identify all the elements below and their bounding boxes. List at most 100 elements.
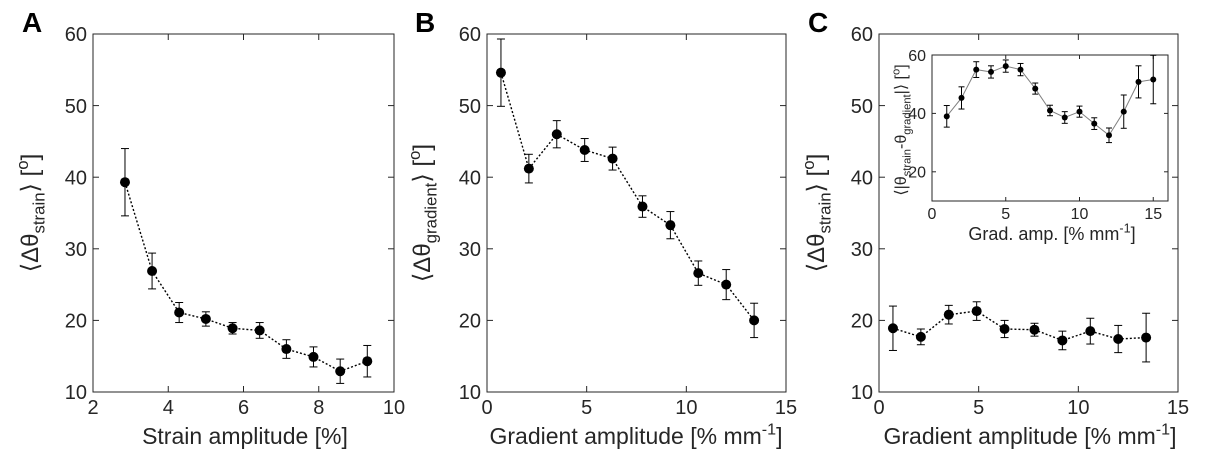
label-part: ]: [803, 154, 830, 161]
panel-letter-C: C: [808, 7, 828, 38]
data-point: [1029, 324, 1040, 335]
data-point: [579, 144, 590, 155]
data-point: [988, 68, 994, 75]
label-part: gradient: [422, 182, 441, 243]
data-point: [1106, 132, 1112, 139]
x-tick-label: 0: [481, 397, 492, 419]
series-line: [892, 310, 1147, 342]
label-part: ⟩ [: [17, 169, 44, 192]
y-tick-label: 50: [65, 96, 87, 118]
label-part: Gradient amplitude [% mm: [884, 423, 1156, 449]
label-part: ⟨|θ: [893, 176, 910, 195]
y-tick-label: 60: [459, 24, 481, 46]
y-tick-label: 20: [851, 311, 873, 333]
data-point: [362, 356, 373, 367]
data-point: [999, 323, 1010, 334]
inset-background: [924, 47, 1172, 233]
x-axis-label: Gradient amplitude [% mm-1]: [884, 420, 1177, 449]
data-point: [1076, 108, 1083, 115]
data-point: [973, 66, 980, 73]
data-point: [637, 201, 648, 212]
y-tick-label: 50: [851, 96, 873, 118]
label-part: strain: [901, 149, 913, 176]
x-tick-label: 10: [1067, 397, 1089, 419]
y-tick-label: 30: [459, 239, 481, 261]
label-part: o: [13, 160, 32, 169]
x-tick-label: 10: [1071, 206, 1089, 223]
data-point: [119, 177, 130, 188]
x-tick-label: 4: [163, 397, 174, 419]
label-part: gradient: [901, 93, 913, 134]
data-point: [1120, 108, 1127, 115]
data-point: [943, 113, 950, 120]
data-point: [1113, 334, 1124, 345]
panel-C-inset: 0 5 10 15 20 40 60: [908, 48, 1169, 223]
data-point: [665, 220, 676, 231]
panel-B: 0 5 10 15 10 20 30 40 50 60: [459, 24, 797, 419]
y-tick-label: 20: [459, 311, 481, 333]
x-tick-label: 5: [973, 397, 984, 419]
data-point: [495, 67, 506, 78]
y-tick-label: 20: [65, 311, 87, 333]
x-tick-label: 5: [1001, 206, 1010, 223]
data-point: [281, 344, 292, 355]
y-tick-label: 40: [65, 167, 87, 189]
y-tick-label: 60: [65, 24, 87, 46]
data-point: [1150, 76, 1157, 83]
data-point: [254, 325, 265, 336]
label-part: ⟨Δθ: [803, 234, 830, 273]
plot-frame: [92, 33, 395, 393]
data-point: [227, 323, 238, 334]
label-part: o: [405, 151, 424, 160]
data-point: [200, 313, 211, 324]
series-line: [124, 182, 368, 373]
label-part: Grad. amp. [% mm: [968, 224, 1119, 244]
x-tick-label: 6: [238, 397, 249, 419]
y-tick-label: 50: [459, 96, 481, 118]
data-point: [523, 163, 534, 174]
label-part: strain: [30, 192, 49, 233]
data-point: [335, 366, 346, 377]
inset-y-axis-label: ⟨|θstrain-θgradient|⟩ [o]: [890, 64, 913, 195]
x-tick-label: 5: [581, 397, 592, 419]
data-point: [551, 129, 562, 140]
label-part: strain: [816, 192, 835, 233]
label-part: ⟩ [: [409, 160, 436, 183]
label-part: |⟩ [: [893, 74, 910, 94]
label-part: -1: [1156, 420, 1170, 438]
data-point: [1057, 335, 1068, 346]
y-tick-label: 40: [851, 167, 873, 189]
data-point: [1017, 66, 1024, 73]
data-point: [1002, 63, 1009, 70]
plot-frame: [878, 33, 1179, 393]
panel-A: 2 4 6 8 10 10 20 30 40 50 60: [65, 24, 405, 419]
y-axis-label: ⟨Δθgradient⟩ [o]: [405, 144, 441, 282]
x-tick-label: 15: [1167, 397, 1189, 419]
label-part: ⟨Δθ: [409, 243, 436, 282]
plot-frame: [486, 33, 787, 393]
label-part: o: [799, 160, 818, 169]
x-tick-label: 0: [928, 206, 937, 223]
y-tick-label: 60: [908, 48, 926, 65]
x-tick-label: 0: [873, 397, 884, 419]
data-point: [174, 307, 185, 318]
data-point: [1047, 107, 1053, 114]
y-tick-label: 30: [65, 239, 87, 261]
inset-x-axis-label: Grad. amp. [% mm-1]: [968, 221, 1135, 244]
label-part: ]: [17, 154, 44, 161]
data-point: [721, 279, 732, 290]
y-tick-label: 60: [851, 24, 873, 46]
data-point: [958, 94, 965, 101]
y-tick-label: 10: [459, 382, 481, 404]
y-tick-label: 20: [908, 165, 926, 182]
label-part: ]: [1170, 423, 1176, 449]
x-tick-label: 15: [775, 397, 797, 419]
data-point: [971, 306, 982, 317]
x-axis-label: Strain amplitude [%]: [142, 423, 348, 449]
series-line: [500, 72, 755, 321]
label-part: ]: [409, 144, 436, 151]
data-point: [1085, 326, 1096, 337]
y-tick-label: 30: [851, 239, 873, 261]
